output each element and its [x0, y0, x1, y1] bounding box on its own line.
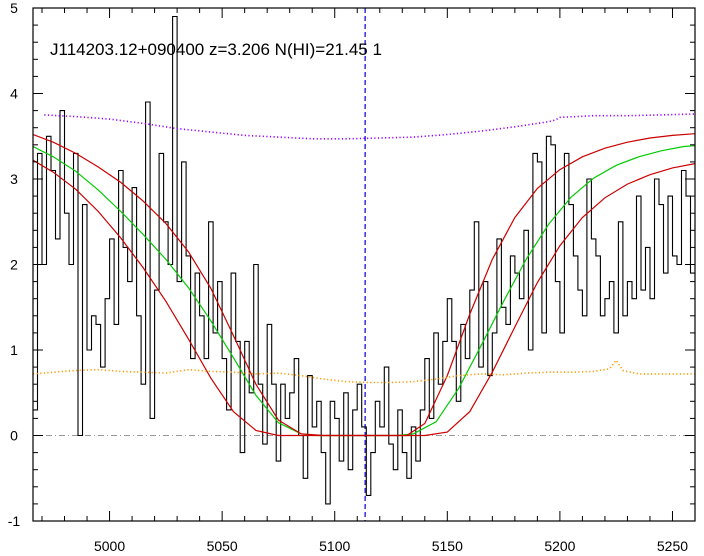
- x-tick-label: 5050: [207, 538, 238, 554]
- y-tick-label: -1: [8, 513, 21, 529]
- y-tick-label: 0: [10, 428, 18, 444]
- ticks-layer: [33, 7, 696, 522]
- series-layer: [33, 15, 695, 505]
- error-dotted-line: [33, 358, 695, 384]
- x-tick-label: 5250: [657, 538, 688, 554]
- x-tick-label: 5100: [319, 538, 350, 554]
- chart-title: J114203.12+090400 z=3.206 N(HI)=21.45 1: [50, 40, 382, 59]
- flux-histogram: [33, 15, 695, 505]
- y-tick-label: 4: [10, 86, 18, 102]
- y-tick-label: 3: [10, 171, 18, 187]
- tick-labels: 5000 5050 5100 5150 5200 5250 -1 0 1 2 3 4 5: [8, 0, 688, 554]
- x-tick-label: 5200: [544, 538, 575, 554]
- model-upper-bound-line: [33, 133, 695, 437]
- x-tick-label: 5000: [94, 538, 125, 554]
- y-tick-label: 1: [10, 342, 18, 358]
- model-lower-bound-line: [33, 159, 695, 437]
- continuum-dotted-line: [44, 113, 695, 140]
- y-tick-label: 2: [10, 257, 18, 273]
- y-tick-label: 5: [10, 0, 18, 16]
- x-tick-label: 5150: [432, 538, 463, 554]
